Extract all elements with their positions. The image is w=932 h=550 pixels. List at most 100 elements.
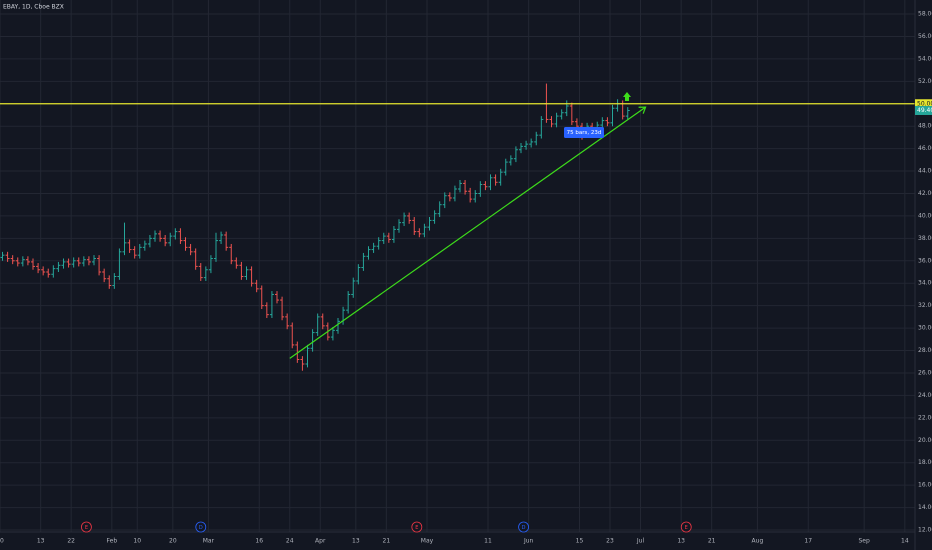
ohlc-bar: [86, 256, 91, 266]
ohlc-bar: [81, 256, 86, 267]
ohlc-bar: [10, 255, 15, 265]
ohlc-bar: [513, 146, 518, 163]
ohlc-bar: [36, 263, 41, 274]
ohlc-bar: [224, 231, 229, 251]
trendline-arrowhead: [638, 106, 647, 114]
event-marker: [518, 521, 529, 533]
ohlc-bar: [92, 255, 96, 266]
ohlc-bar: [20, 256, 25, 267]
ohlc-bar: [158, 230, 163, 242]
y-tick-label: 42.00: [918, 190, 932, 197]
ohlc-bar: [153, 230, 157, 242]
ohlc-bar: [463, 180, 468, 195]
ohlc-bar: [478, 181, 483, 197]
ohlc-bar: [193, 248, 198, 270]
x-tick-label: Jun: [523, 538, 534, 545]
ohlc-bar: [259, 285, 264, 310]
ohlc-bar: [132, 246, 137, 259]
x-tick-label: 20: [169, 538, 177, 545]
ohlc-bar: [534, 131, 539, 146]
ohlc-bar: [524, 140, 529, 150]
ohlc-bar: [5, 251, 10, 262]
ohlc-bar: [625, 107, 630, 120]
y-tick-label: 28.00: [918, 347, 932, 354]
y-tick-label: 30.00: [918, 325, 932, 332]
ohlc-bar: [458, 180, 462, 193]
ohlc-bar: [280, 296, 285, 321]
ohlc-bar: [600, 117, 605, 129]
ohlc-bar: [188, 243, 193, 256]
event-marker: [81, 521, 92, 533]
x-tick-label: May: [421, 538, 434, 545]
ohlc-bar: [31, 258, 35, 270]
ohlc-bar: [407, 212, 412, 224]
x-tick-label: 23: [606, 538, 614, 545]
ohlc-bar: [483, 181, 488, 191]
ohlc-bar: [219, 231, 224, 244]
y-tick-label: 38.00: [918, 235, 932, 242]
ohlc-bar: [564, 100, 569, 117]
y-tick-label: 34.00: [918, 280, 932, 287]
ohlc-bar: [508, 155, 513, 166]
y-tick-label: 32.00: [918, 302, 932, 309]
y-tick-label: 40.00: [918, 212, 932, 219]
ohlc-bar: [356, 264, 361, 285]
last-price-box: [915, 105, 932, 115]
y-tick-label: 18.00: [918, 459, 932, 466]
ohlc-bar: [234, 257, 239, 269]
event-label: D: [199, 525, 203, 531]
x-tick-label: 11: [484, 538, 492, 545]
y-tick-label: 48.00: [918, 123, 932, 130]
ohlc-bar: [391, 226, 396, 243]
ohlc-bar: [147, 234, 152, 248]
event-marker: [680, 521, 692, 533]
ohlc-bar: [295, 341, 300, 363]
ohlc-bar: [529, 138, 534, 148]
price-label-box: [915, 99, 932, 109]
event-marker: [195, 521, 207, 533]
ohlc-bar: [46, 268, 51, 278]
y-tick-label: 24.00: [918, 392, 932, 399]
ohlc-bar: [15, 257, 20, 267]
ohlc-bar: [178, 228, 183, 244]
ohlc-bar: [330, 326, 335, 341]
x-tick-label: 13: [352, 538, 360, 545]
x-tick-label: 13: [677, 538, 685, 545]
ohlc-bar: [402, 212, 407, 227]
ohlc-bar: [610, 104, 615, 127]
last-price-label: 49.40: [917, 107, 932, 114]
y-tick-label: 20.00: [918, 437, 932, 444]
ohlc-bar: [275, 291, 279, 304]
ohlc-bar: [229, 243, 234, 265]
ohlc-bar: [25, 256, 30, 266]
x-tick-label: 13: [37, 538, 45, 545]
x-tick-label: 00: [0, 538, 4, 545]
event-label: D: [522, 525, 526, 531]
x-tick-label: Jul: [636, 538, 645, 545]
ohlc-bar: [0, 251, 5, 261]
y-tick-label: 58.00: [918, 11, 932, 18]
x-tick-label: 10: [133, 538, 141, 545]
x-tick-label: 14: [901, 538, 909, 545]
ohlc-bar: [254, 279, 259, 293]
ohlc-bar: [315, 313, 320, 336]
ohlc-bar: [366, 246, 371, 260]
ohlc-bar: [559, 109, 564, 120]
x-tick-label: 15: [576, 538, 584, 545]
x-tick-label: 21: [708, 538, 716, 545]
plot: [0, 83, 915, 371]
ohlc-bar: [264, 302, 269, 318]
price-label: 50.00: [917, 100, 932, 107]
ohlc-bar: [290, 322, 295, 349]
ohlc-bar: [310, 329, 315, 352]
ohlc-bar: [386, 232, 391, 243]
ohlc-bar: [397, 219, 401, 233]
x-tick-label: 24: [286, 538, 294, 545]
x-tick-label: Apr: [315, 538, 326, 545]
ohlc-bar: [473, 190, 478, 203]
ohlc-bar: [183, 237, 188, 251]
ohlc-bar: [168, 232, 173, 247]
ohlc-bar: [422, 223, 427, 238]
x-tick-label: Aug: [752, 538, 764, 545]
